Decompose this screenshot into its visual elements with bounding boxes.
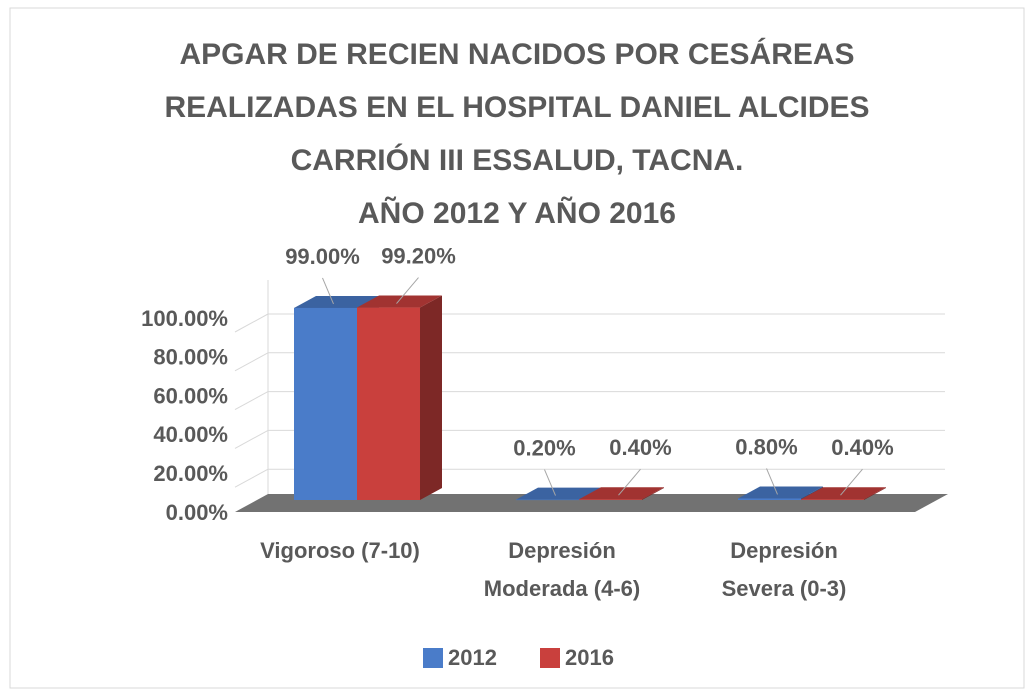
legend-swatch [540, 648, 560, 668]
bar [738, 498, 801, 500]
y-tick-label: 100.00% [141, 306, 228, 331]
legend-label: 2016 [565, 645, 614, 670]
y-tick-label: 20.00% [153, 461, 228, 486]
grid-line-side [234, 429, 269, 449]
y-tick-label: 60.00% [153, 383, 228, 408]
legend-label: 2012 [448, 645, 497, 670]
chart-frame [9, 7, 1025, 689]
x-tick-label: Vigoroso (7-10) [260, 538, 420, 563]
bar [801, 499, 864, 500]
bar-top [294, 295, 379, 308]
bar-top [579, 487, 664, 500]
bar [357, 307, 420, 500]
bar-side [864, 487, 886, 500]
bar [294, 307, 357, 500]
legend-swatch [423, 648, 443, 668]
leader-line [544, 469, 556, 496]
bar-top [357, 295, 442, 308]
grid-line-side [234, 313, 269, 333]
chart-title: APGAR DE RECIEN NACIDOS POR CESÁREAS REA… [164, 38, 870, 230]
data-label: 0.20% [513, 435, 575, 460]
data-label: 99.00% [285, 244, 360, 269]
data-label: 0.40% [609, 435, 671, 460]
x-tick-label: Depresión Moderada (4-6) [483, 538, 641, 601]
data-label: 0.80% [735, 434, 797, 459]
bar-top [738, 486, 823, 499]
leader-line [396, 277, 419, 304]
y-tick-label: 40.00% [153, 422, 228, 447]
bar-side [420, 295, 442, 500]
x-tick-label: Depresión Severa (0-3) [721, 538, 847, 601]
grid-line-side [234, 468, 269, 488]
leader-line [840, 468, 863, 496]
grid-line-side [234, 391, 269, 411]
bar-side [642, 487, 664, 500]
bar [516, 499, 579, 501]
y-tick-label: 80.00% [153, 345, 228, 370]
leader-line [766, 468, 778, 495]
data-label: 99.20% [381, 243, 456, 268]
bar [579, 499, 642, 500]
bar-top [516, 487, 601, 500]
bar-top [801, 487, 886, 500]
y-tick-label: 0.00% [166, 500, 228, 525]
data-label: 0.40% [831, 435, 893, 460]
grid-line-side [234, 352, 269, 372]
leader-line [618, 468, 641, 496]
leader-line [322, 277, 334, 305]
